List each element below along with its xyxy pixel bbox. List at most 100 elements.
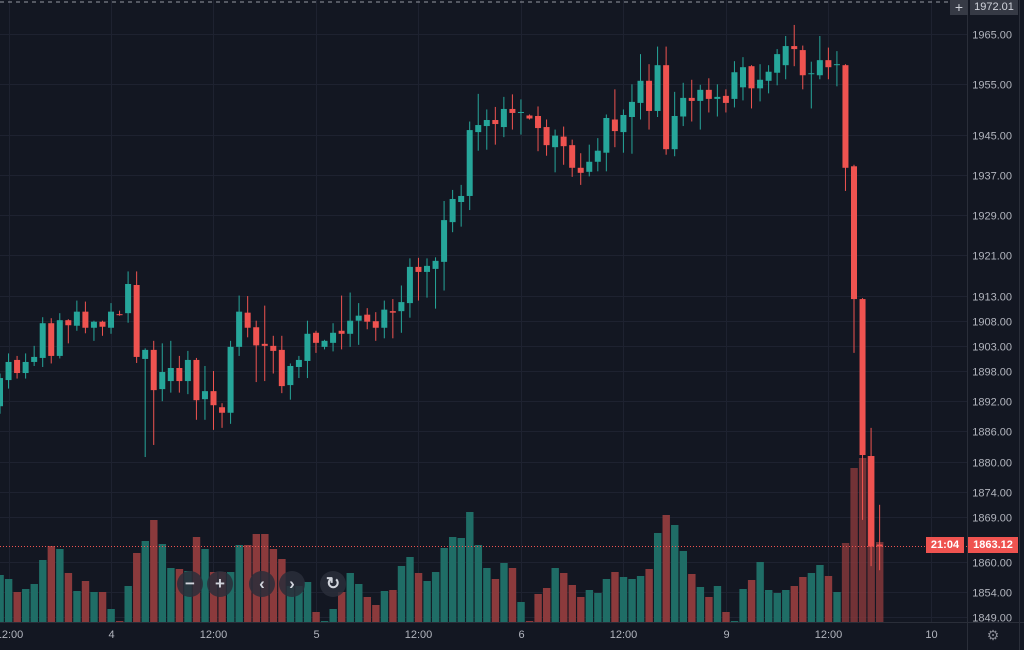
candle-body (133, 284, 140, 357)
volume-bar (98, 592, 107, 622)
volume-bar (756, 562, 764, 622)
candle (432, 257, 439, 309)
candle-body (278, 349, 285, 387)
volume-bar (611, 572, 619, 622)
candle (176, 355, 183, 393)
candle (82, 301, 89, 334)
volume-bar (226, 572, 235, 622)
price-tick-label: 1965.00 (972, 30, 1012, 42)
candle (133, 271, 140, 363)
candle-body (748, 66, 755, 89)
volume-bar (338, 592, 346, 622)
volume-bar (355, 584, 363, 622)
candle (774, 49, 781, 86)
candle (244, 296, 251, 338)
candle (782, 36, 789, 80)
volume-bar (730, 621, 739, 622)
candle (14, 355, 21, 379)
candle (389, 299, 396, 339)
time-tick-label: 4 (108, 629, 114, 641)
zoom-out-button[interactable]: − (177, 571, 203, 597)
candle-body (560, 136, 567, 147)
candle-body (287, 365, 294, 386)
candle (552, 129, 559, 173)
candle (714, 84, 721, 117)
candle (757, 64, 764, 102)
volume-bar (64, 573, 73, 622)
candle (876, 504, 883, 571)
volume-bar (4, 579, 13, 622)
price-tick-label: 1854.00 (972, 588, 1012, 600)
candle (611, 89, 618, 148)
volume-bar (747, 580, 756, 622)
candle (56, 313, 63, 359)
candle (253, 320, 260, 383)
price-tick-label: 1903.00 (972, 342, 1012, 354)
candle (526, 114, 533, 120)
candle (722, 89, 729, 113)
candle (458, 184, 465, 227)
candle-body (611, 119, 618, 132)
candle (364, 308, 371, 330)
scroll-left-button[interactable]: ‹ (249, 571, 275, 597)
volume-bar (218, 572, 226, 622)
candle (628, 84, 635, 154)
candle-body (483, 120, 490, 127)
reset-chart-button[interactable]: ↻ (320, 571, 346, 597)
candle-body (637, 80, 644, 103)
volume-bar (440, 548, 448, 622)
candle (697, 84, 704, 130)
candle-body (671, 115, 678, 150)
volume-bar (577, 597, 585, 622)
volume-bar (363, 597, 372, 622)
candle-body (65, 320, 72, 326)
volume-bar (688, 574, 696, 622)
candle-body (552, 135, 559, 148)
candle (5, 353, 12, 389)
volume-bar (542, 588, 551, 622)
time-tick-label: 12:00 (200, 629, 228, 641)
candle (441, 200, 448, 291)
candle-body (22, 361, 29, 374)
candle-body (697, 89, 704, 101)
candle (381, 300, 388, 339)
add-alert-plus-button[interactable]: + (950, 0, 968, 15)
price-axis[interactable]: 1965.00 1955.00 1945.00 1937.00 1929.00 1921.… (972, 30, 1012, 625)
candle-body (227, 346, 234, 413)
candle-body (466, 130, 473, 196)
candle (73, 300, 80, 331)
candle-body (184, 359, 191, 382)
candle-body (415, 266, 422, 272)
price-tick-label: 1892.00 (972, 397, 1012, 409)
candle-body (193, 359, 200, 401)
candle-body (82, 311, 89, 328)
candle (261, 305, 268, 382)
candle-body (39, 323, 46, 358)
candle-body (509, 108, 516, 113)
candle-body (389, 311, 396, 313)
candle-body (73, 311, 80, 326)
volume-bar (807, 573, 816, 622)
candle-body (714, 96, 721, 99)
candle-body (108, 311, 115, 328)
candle (22, 353, 29, 379)
candle-body (441, 220, 448, 262)
candle-body (765, 71, 772, 81)
volume-bar (534, 594, 542, 622)
candle (159, 343, 166, 402)
candle (0, 373, 3, 414)
candles (0, 24, 883, 571)
candle (65, 319, 72, 344)
gear-icon[interactable]: ⚙ (986, 627, 1000, 643)
candle-body (176, 367, 183, 382)
candle (415, 257, 422, 301)
volume-bar (0, 575, 4, 622)
last-price-label: 1863.12 (968, 537, 1018, 553)
candle (193, 357, 200, 420)
candle (842, 64, 849, 191)
scroll-right-button[interactable]: › (279, 571, 305, 597)
zoom-in-button[interactable]: + (207, 571, 233, 597)
price-tick-label: 1913.00 (972, 292, 1012, 304)
time-axis[interactable]: 12:00 4 12:00 5 12:00 6 12:00 9 12:00 10 (0, 629, 938, 641)
